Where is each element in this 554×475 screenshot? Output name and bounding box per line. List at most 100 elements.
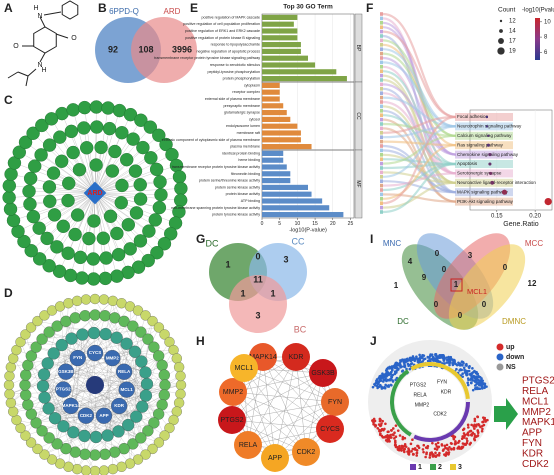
node bbox=[86, 252, 100, 266]
edge bbox=[94, 110, 120, 194]
node bbox=[86, 376, 104, 394]
set-label: MCC bbox=[525, 239, 543, 248]
point bbox=[466, 383, 470, 387]
point bbox=[384, 374, 388, 377]
gene-label: CDK2 bbox=[433, 411, 447, 417]
node bbox=[82, 231, 96, 246]
point bbox=[381, 419, 384, 423]
legend-label: 1 bbox=[418, 464, 422, 471]
point bbox=[401, 369, 405, 372]
point bbox=[438, 451, 441, 455]
legend-label: 19 bbox=[509, 49, 516, 55]
point bbox=[384, 422, 387, 426]
bond bbox=[55, 33, 69, 39]
venn-count: 1 bbox=[240, 288, 245, 298]
bar bbox=[262, 89, 280, 95]
gene-node bbox=[380, 175, 383, 179]
point bbox=[472, 376, 476, 379]
bar bbox=[262, 150, 284, 156]
node bbox=[26, 209, 41, 224]
pathway-label: PI3K-Akt signaling pathway bbox=[457, 199, 514, 204]
node bbox=[71, 295, 83, 307]
y-tick-label: response to lipopolysaccharide bbox=[211, 43, 260, 47]
node bbox=[42, 402, 55, 415]
node bbox=[128, 345, 142, 358]
venn-count: 0 bbox=[503, 263, 508, 272]
node bbox=[55, 381, 72, 398]
pathway-label: Apoptosis bbox=[457, 161, 478, 166]
bar bbox=[262, 116, 291, 122]
point bbox=[381, 386, 385, 390]
gene-node bbox=[309, 359, 337, 387]
node bbox=[144, 151, 158, 165]
dot bbox=[501, 189, 508, 195]
node bbox=[66, 145, 80, 160]
node bbox=[15, 336, 26, 348]
gene-label: KDR bbox=[289, 354, 304, 361]
y-tick-label: heme binding bbox=[238, 158, 260, 162]
point bbox=[411, 355, 415, 358]
point bbox=[406, 450, 409, 453]
gene-node bbox=[282, 343, 310, 371]
node bbox=[107, 463, 119, 475]
y-tick-label: endolysosome lumen bbox=[226, 124, 260, 128]
node bbox=[89, 309, 101, 321]
bar bbox=[262, 184, 308, 190]
sankey-link bbox=[382, 181, 457, 209]
node bbox=[47, 347, 60, 360]
node bbox=[147, 315, 158, 327]
gene-label: MCL1 bbox=[235, 365, 254, 372]
node bbox=[172, 170, 187, 184]
sankey-link bbox=[382, 96, 457, 128]
set-label: CC bbox=[292, 236, 305, 246]
node bbox=[57, 363, 75, 380]
node bbox=[41, 357, 54, 370]
point bbox=[426, 356, 430, 359]
gene-node bbox=[380, 29, 383, 34]
node bbox=[142, 425, 154, 437]
node bbox=[42, 180, 57, 194]
node bbox=[25, 350, 37, 362]
panel-label: I bbox=[370, 232, 373, 246]
node bbox=[89, 430, 103, 444]
edge bbox=[231, 401, 336, 421]
sankey-link bbox=[382, 30, 457, 119]
node bbox=[43, 326, 55, 338]
edge bbox=[94, 352, 146, 373]
point bbox=[415, 451, 419, 455]
node bbox=[26, 126, 40, 141]
node bbox=[90, 120, 104, 134]
venn-count: 12 bbox=[528, 279, 537, 288]
point bbox=[453, 442, 457, 446]
edge bbox=[67, 192, 96, 254]
gene-node bbox=[380, 60, 383, 65]
node bbox=[127, 438, 139, 450]
point bbox=[384, 377, 387, 380]
atom-label: N bbox=[37, 13, 42, 20]
node bbox=[175, 370, 186, 382]
node bbox=[48, 412, 62, 425]
node bbox=[42, 259, 56, 273]
node bbox=[153, 437, 165, 448]
node bbox=[130, 410, 143, 423]
point bbox=[433, 447, 437, 451]
point bbox=[407, 448, 411, 452]
gene-label: FYN bbox=[328, 399, 342, 406]
sankey-link bbox=[382, 125, 457, 178]
hub-box bbox=[450, 278, 463, 292]
node bbox=[76, 328, 89, 341]
point bbox=[451, 361, 455, 365]
node bbox=[6, 213, 21, 228]
node bbox=[32, 252, 47, 266]
edge bbox=[262, 356, 307, 453]
edge bbox=[84, 394, 165, 437]
legend-title: Count bbox=[498, 7, 516, 14]
point bbox=[444, 454, 447, 457]
gene-node bbox=[380, 95, 383, 100]
point bbox=[465, 439, 469, 443]
gene-label: CYCS bbox=[320, 426, 340, 433]
point bbox=[451, 359, 455, 363]
point bbox=[483, 386, 486, 390]
node bbox=[123, 242, 137, 256]
gene-node bbox=[261, 444, 289, 472]
